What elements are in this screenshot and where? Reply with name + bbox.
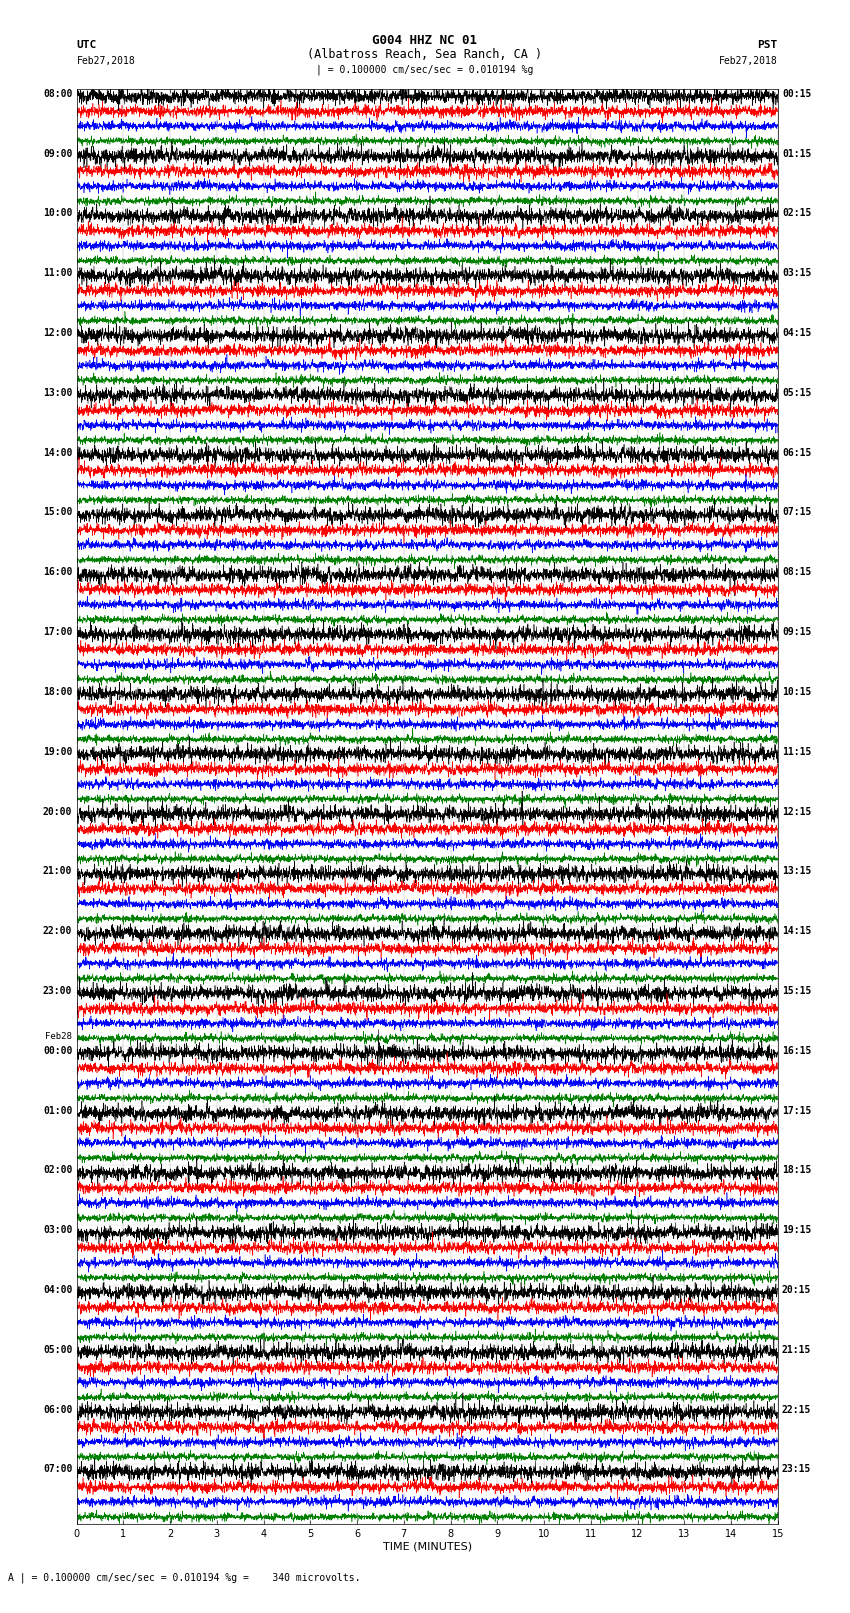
X-axis label: TIME (MINUTES): TIME (MINUTES) bbox=[382, 1542, 472, 1552]
Text: 16:15: 16:15 bbox=[782, 1045, 812, 1057]
Text: 02:00: 02:00 bbox=[42, 1165, 72, 1176]
Text: 10:15: 10:15 bbox=[782, 687, 812, 697]
Text: 16:00: 16:00 bbox=[42, 568, 72, 577]
Text: 03:00: 03:00 bbox=[42, 1226, 72, 1236]
Text: 09:00: 09:00 bbox=[42, 148, 72, 158]
Text: 05:00: 05:00 bbox=[42, 1345, 72, 1355]
Text: 13:00: 13:00 bbox=[42, 387, 72, 398]
Text: G004 HHZ NC 01: G004 HHZ NC 01 bbox=[372, 34, 478, 47]
Text: 07:00: 07:00 bbox=[42, 1465, 72, 1474]
Text: Feb28: Feb28 bbox=[45, 1032, 72, 1040]
Text: 12:15: 12:15 bbox=[782, 806, 812, 816]
Text: 09:15: 09:15 bbox=[782, 627, 812, 637]
Text: 10:00: 10:00 bbox=[42, 208, 72, 218]
Text: 00:15: 00:15 bbox=[782, 89, 812, 98]
Text: 18:15: 18:15 bbox=[782, 1165, 812, 1176]
Text: 14:00: 14:00 bbox=[42, 447, 72, 458]
Text: 07:15: 07:15 bbox=[782, 508, 812, 518]
Text: 21:15: 21:15 bbox=[782, 1345, 812, 1355]
Text: 03:15: 03:15 bbox=[782, 268, 812, 277]
Text: 22:15: 22:15 bbox=[782, 1405, 812, 1415]
Text: 05:15: 05:15 bbox=[782, 387, 812, 398]
Text: 06:15: 06:15 bbox=[782, 447, 812, 458]
Text: 11:00: 11:00 bbox=[42, 268, 72, 277]
Text: 20:00: 20:00 bbox=[42, 806, 72, 816]
Text: 22:00: 22:00 bbox=[42, 926, 72, 936]
Text: 19:15: 19:15 bbox=[782, 1226, 812, 1236]
Text: Feb27,2018: Feb27,2018 bbox=[719, 56, 778, 66]
Text: 08:15: 08:15 bbox=[782, 568, 812, 577]
Text: 15:00: 15:00 bbox=[42, 508, 72, 518]
Text: UTC: UTC bbox=[76, 40, 97, 50]
Text: 11:15: 11:15 bbox=[782, 747, 812, 756]
Text: 01:15: 01:15 bbox=[782, 148, 812, 158]
Text: (Albatross Reach, Sea Ranch, CA ): (Albatross Reach, Sea Ranch, CA ) bbox=[308, 48, 542, 61]
Text: 23:15: 23:15 bbox=[782, 1465, 812, 1474]
Text: 20:15: 20:15 bbox=[782, 1286, 812, 1295]
Text: 21:00: 21:00 bbox=[42, 866, 72, 876]
Text: 18:00: 18:00 bbox=[42, 687, 72, 697]
Text: A | = 0.100000 cm/sec/sec = 0.010194 %g =    340 microvolts.: A | = 0.100000 cm/sec/sec = 0.010194 %g … bbox=[8, 1573, 361, 1582]
Text: 02:15: 02:15 bbox=[782, 208, 812, 218]
Text: 13:15: 13:15 bbox=[782, 866, 812, 876]
Text: 17:00: 17:00 bbox=[42, 627, 72, 637]
Text: 14:15: 14:15 bbox=[782, 926, 812, 936]
Text: 15:15: 15:15 bbox=[782, 986, 812, 995]
Text: 17:15: 17:15 bbox=[782, 1105, 812, 1116]
Text: 19:00: 19:00 bbox=[42, 747, 72, 756]
Text: 01:00: 01:00 bbox=[42, 1105, 72, 1116]
Text: 06:00: 06:00 bbox=[42, 1405, 72, 1415]
Text: 23:00: 23:00 bbox=[42, 986, 72, 995]
Text: 04:15: 04:15 bbox=[782, 327, 812, 339]
Text: PST: PST bbox=[757, 40, 778, 50]
Text: 04:00: 04:00 bbox=[42, 1286, 72, 1295]
Text: 08:00: 08:00 bbox=[42, 89, 72, 98]
Text: | = 0.100000 cm/sec/sec = 0.010194 %g: | = 0.100000 cm/sec/sec = 0.010194 %g bbox=[316, 65, 534, 74]
Text: 12:00: 12:00 bbox=[42, 327, 72, 339]
Text: Feb27,2018: Feb27,2018 bbox=[76, 56, 135, 66]
Text: 00:00: 00:00 bbox=[42, 1045, 72, 1057]
